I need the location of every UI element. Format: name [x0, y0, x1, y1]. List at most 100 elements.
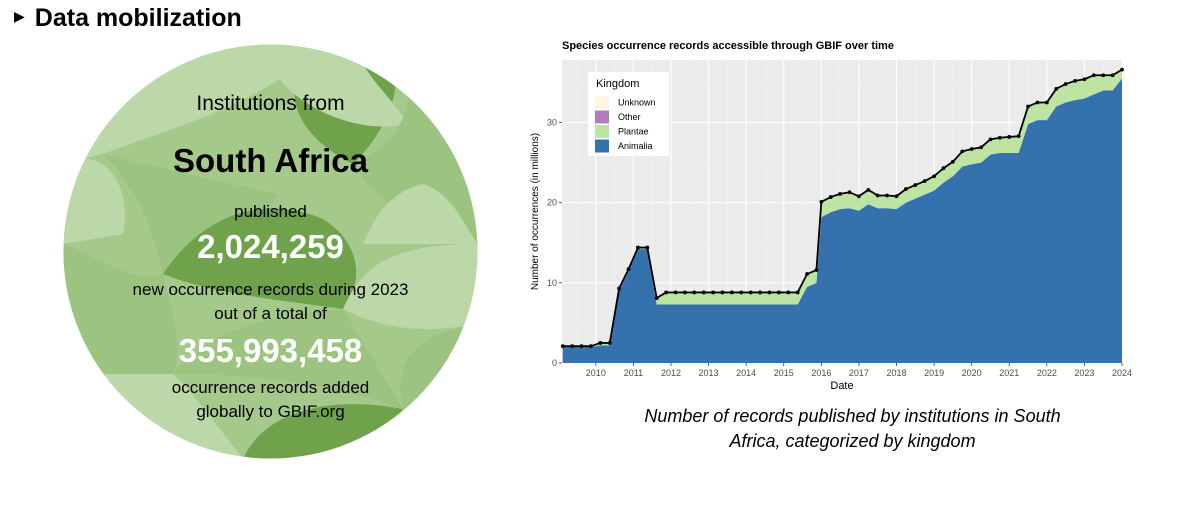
total-point — [1035, 100, 1040, 105]
summary-line-published: published — [234, 202, 307, 221]
x-tick-label: 2021 — [999, 368, 1019, 378]
summary-line-added: occurrence records added — [171, 378, 370, 397]
total-point — [1073, 78, 1077, 83]
occurrence-chart: Species occurrence records accessible th… — [530, 40, 1132, 392]
total-point — [969, 147, 974, 151]
total-point — [1026, 104, 1030, 109]
total-point — [847, 190, 852, 195]
x-tick-label: 2020 — [962, 368, 982, 378]
total-point — [589, 344, 593, 349]
total-point — [857, 194, 861, 199]
summary-total-records: 355,993,458 — [178, 332, 363, 369]
summary-country: South Africa — [173, 142, 368, 179]
total-point — [729, 290, 734, 295]
total-point — [692, 290, 697, 295]
total-point — [950, 159, 955, 164]
total-point — [1007, 135, 1012, 139]
total-point — [922, 179, 927, 183]
total-point — [645, 245, 650, 250]
legend-title: Kingdom — [596, 78, 639, 90]
y-tick-label: 0 — [552, 358, 557, 368]
total-point — [1120, 67, 1124, 72]
total-point — [903, 187, 908, 191]
summary-line-new-records: new occurrence records during 2023 — [132, 280, 409, 299]
total-point — [758, 290, 762, 295]
total-point — [786, 290, 791, 295]
total-point — [617, 286, 622, 291]
total-point — [814, 268, 819, 272]
total-point — [997, 135, 1002, 140]
x-tick-label: 2010 — [586, 368, 606, 378]
total-point — [885, 193, 889, 198]
x-tick-label: 2024 — [1112, 368, 1132, 378]
total-point — [1044, 100, 1049, 105]
legend-swatch-other — [595, 110, 609, 124]
y-tick-label: 10 — [547, 278, 557, 288]
total-point — [932, 174, 936, 179]
total-point — [673, 290, 678, 295]
total-point — [748, 290, 753, 295]
total-point — [805, 272, 809, 276]
total-point — [626, 267, 631, 272]
caption-line-1: Number of records published by instituti… — [644, 406, 1061, 426]
x-tick-label: 2019 — [924, 368, 944, 378]
total-point — [1082, 77, 1087, 82]
total-point — [1110, 73, 1115, 78]
x-tick-label: 2023 — [1074, 368, 1094, 378]
x-tick-label: 2015 — [774, 368, 794, 378]
total-point — [767, 290, 772, 295]
area-animalia — [562, 78, 1122, 363]
summary-line-out-of: out of a total of — [214, 304, 327, 323]
legend-label-unknown: Unknown — [618, 98, 656, 108]
y-tick-label: 20 — [547, 198, 557, 208]
total-point — [979, 145, 983, 150]
legend-label-animalia: Animalia — [618, 141, 653, 151]
section-title: ▶ Data mobilization — [14, 4, 242, 33]
legend: Kingdom Unknown Other Plantae Animalia — [588, 72, 669, 156]
total-point — [579, 344, 584, 349]
total-point — [570, 344, 575, 349]
summary-line-globally: globally to GBIF.org — [196, 402, 345, 421]
total-point — [960, 149, 965, 154]
total-point — [1016, 134, 1021, 139]
summary-new-records: 2,024,259 — [197, 228, 344, 265]
total-point — [988, 137, 993, 142]
total-point — [607, 341, 612, 345]
legend-swatch-unknown — [595, 96, 609, 109]
chart-title: Species occurrence records accessible th… — [562, 40, 894, 52]
total-point — [875, 193, 880, 198]
total-point — [941, 166, 946, 171]
total-point — [1054, 86, 1059, 91]
x-tick-label: 2022 — [1037, 368, 1057, 378]
circle-background — [63, 44, 478, 459]
figure-caption: Number of records published by instituti… — [620, 404, 1085, 454]
total-point — [654, 296, 659, 300]
total-point — [866, 187, 871, 192]
total-point — [701, 290, 706, 295]
total-point — [664, 290, 669, 295]
total-point — [913, 183, 918, 187]
x-tick-label: 2013 — [699, 368, 719, 378]
total-point — [894, 194, 899, 199]
x-tick-label: 2012 — [661, 368, 681, 378]
legend-swatch-animalia — [595, 139, 609, 153]
total-point — [828, 195, 833, 199]
total-point — [838, 191, 843, 196]
total-point — [711, 290, 715, 295]
x-tick-label: 2011 — [624, 368, 643, 378]
total-point — [819, 199, 824, 204]
total-point — [598, 341, 603, 345]
section-title-text: Data mobilization — [34, 4, 242, 32]
total-point — [636, 245, 640, 250]
x-tick-label: 2017 — [849, 368, 869, 378]
triangle-bullet-icon: ▶ — [14, 8, 25, 24]
caption-line-2: Africa, categorized by kingdom — [729, 431, 976, 451]
x-axis-label: Date — [830, 380, 853, 392]
total-point — [1091, 73, 1096, 78]
total-point — [720, 290, 725, 295]
x-tick-label: 2016 — [811, 368, 831, 378]
total-point — [683, 290, 687, 295]
area-plantae — [562, 69, 1122, 347]
total-line — [560, 67, 1124, 349]
total-point — [1063, 82, 1068, 86]
